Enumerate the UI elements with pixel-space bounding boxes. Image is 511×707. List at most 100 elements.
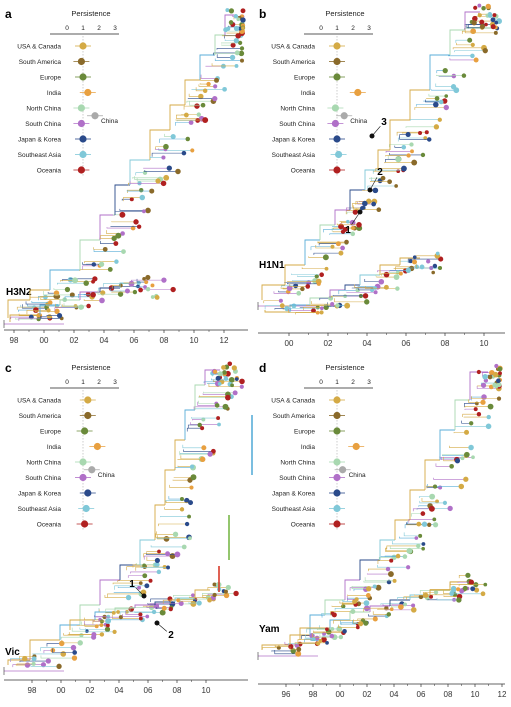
tip-node xyxy=(319,272,324,278)
region-label: Oceania xyxy=(37,168,62,175)
persistence-tick: 2 xyxy=(351,379,355,386)
persistence-point xyxy=(333,166,341,174)
node-annotations: 12 xyxy=(129,415,253,641)
tip-node xyxy=(142,563,147,568)
tip-node xyxy=(233,38,239,44)
tip-node xyxy=(187,514,191,519)
trunk-branch xyxy=(329,289,345,298)
persistence-point xyxy=(333,489,341,497)
region-label: Europe xyxy=(294,75,315,82)
trunk-branch xyxy=(194,589,210,598)
tip-node xyxy=(238,40,243,45)
side-branch xyxy=(389,152,423,156)
x-tick-label: 06 xyxy=(417,690,426,699)
side-branch xyxy=(421,498,438,502)
side-branch xyxy=(330,611,353,616)
tip-node xyxy=(79,633,84,638)
tip-node xyxy=(31,656,37,662)
trunk-branch xyxy=(424,459,440,490)
side-branch xyxy=(418,505,431,507)
side-branch xyxy=(397,137,426,142)
side-branch xyxy=(297,643,319,646)
tip-node xyxy=(450,585,457,592)
tip-node xyxy=(70,644,77,651)
trunk-branch xyxy=(49,269,80,290)
persistence-point xyxy=(352,442,360,451)
x-tick-label: 10 xyxy=(190,336,199,345)
phylogenetic-tree xyxy=(3,361,245,675)
side-branch xyxy=(176,120,198,122)
tip-node xyxy=(165,551,171,557)
tip-node xyxy=(59,640,65,647)
side-branch xyxy=(396,131,427,136)
trunk-branch xyxy=(184,79,200,105)
region-label: India xyxy=(47,90,61,97)
tip-node xyxy=(344,239,349,245)
tip-node xyxy=(234,377,239,382)
trunk-branch xyxy=(199,54,215,80)
tip-node xyxy=(471,20,477,26)
side-branch xyxy=(40,316,50,319)
side-branch xyxy=(278,290,289,293)
tip-node xyxy=(85,291,91,297)
side-branch xyxy=(455,39,470,43)
tip-node xyxy=(360,206,365,211)
tip-node xyxy=(154,295,160,300)
side-branch xyxy=(84,617,101,620)
region-label: North China xyxy=(280,460,315,467)
side-branch xyxy=(111,614,141,619)
tip-node xyxy=(395,553,401,559)
tip-node xyxy=(338,250,344,256)
tip-node xyxy=(160,180,167,187)
tip-node xyxy=(421,542,426,546)
persistence-point xyxy=(333,396,341,404)
side-branch xyxy=(40,315,62,319)
side-branch xyxy=(411,513,423,517)
tip-node xyxy=(411,607,417,613)
tip-node xyxy=(213,84,218,89)
tip-node xyxy=(240,8,246,14)
side-branch xyxy=(440,457,457,461)
side-branch xyxy=(364,577,395,582)
side-branch xyxy=(443,595,460,597)
tip-node xyxy=(78,304,84,310)
side-branch xyxy=(165,500,187,503)
persistence-title: Persistence xyxy=(71,9,110,18)
tip-node xyxy=(449,463,454,469)
trunk-branch xyxy=(344,579,360,600)
side-branch xyxy=(464,29,496,34)
side-branch xyxy=(475,18,499,22)
side-branch xyxy=(129,180,164,184)
side-branch xyxy=(452,47,484,50)
side-branch xyxy=(308,256,326,258)
tip-node xyxy=(232,390,238,396)
tip-node xyxy=(354,597,359,602)
tip-node xyxy=(230,42,236,48)
side-branch xyxy=(415,104,436,107)
side-branch xyxy=(465,25,496,28)
side-branch xyxy=(175,122,192,126)
persistence-tick: 1 xyxy=(81,25,85,32)
tip-node xyxy=(159,609,166,616)
persistence-point xyxy=(81,520,89,528)
tip-node xyxy=(154,557,160,564)
trunk-branch xyxy=(319,224,335,240)
tip-node xyxy=(240,58,244,63)
x-axis: 00 02 04 06 08 10 xyxy=(258,332,505,348)
side-branch xyxy=(408,266,440,269)
side-branch xyxy=(43,650,53,654)
persistence-point xyxy=(77,104,85,112)
side-branch xyxy=(110,288,128,292)
tip-node xyxy=(433,101,439,108)
tip-node xyxy=(433,124,440,130)
tip-node xyxy=(493,383,499,389)
side-branch xyxy=(100,235,119,239)
persistence-tick: 0 xyxy=(65,25,69,32)
trunk-branch xyxy=(389,119,410,150)
x-tick-label: 96 xyxy=(282,690,291,699)
side-branch xyxy=(389,144,412,148)
side-branch xyxy=(405,126,437,128)
side-branch xyxy=(177,465,193,467)
trunk-branch xyxy=(194,384,205,410)
tip-node xyxy=(106,614,111,619)
